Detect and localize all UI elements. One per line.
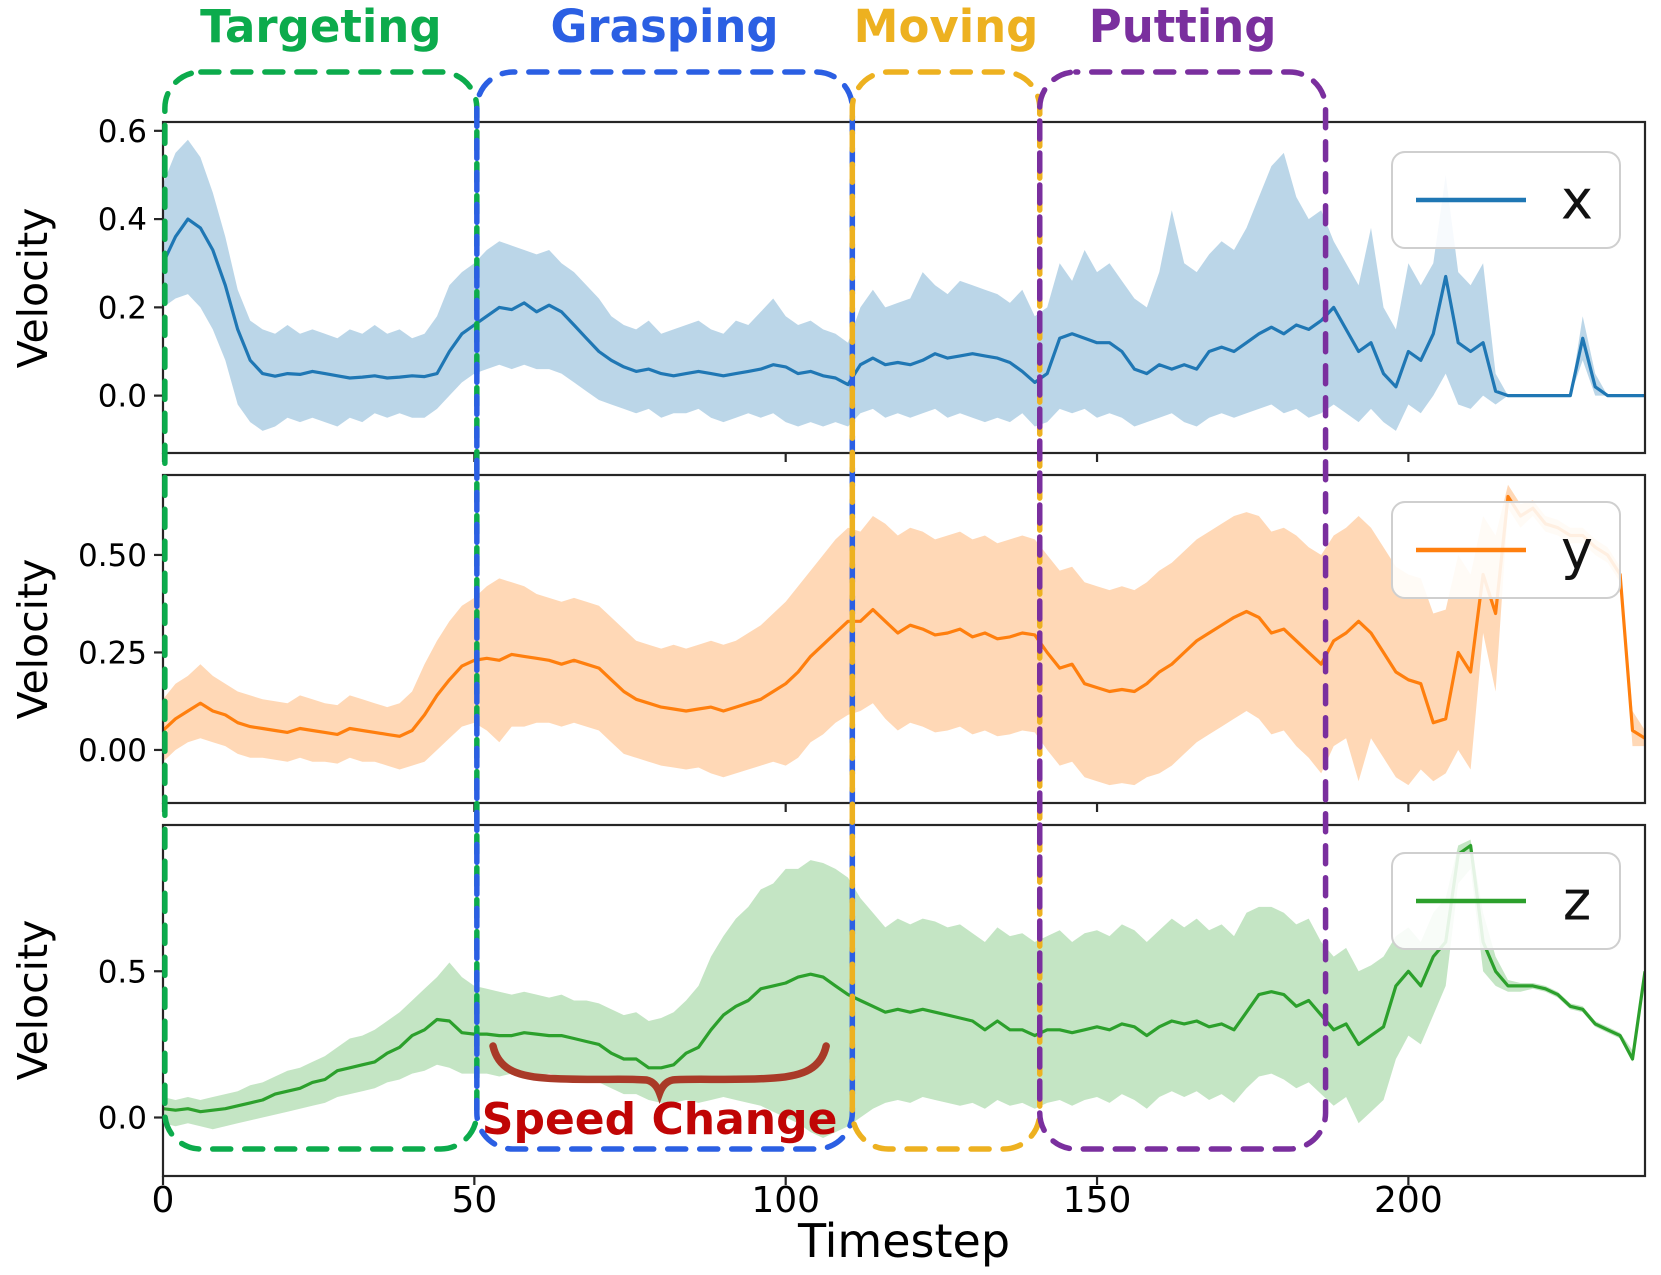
y-tick-label: 0.25 — [78, 635, 147, 671]
legend-label-z: z — [1562, 869, 1592, 933]
x-tick-label: 150 — [1063, 1180, 1132, 1221]
phase-label-moving: Moving — [853, 0, 1039, 53]
phase-label-putting: Putting — [1088, 0, 1277, 53]
z-velocity-band — [163, 839, 1645, 1138]
x-tick-label: 0 — [152, 1180, 175, 1221]
speed-change-annotation: Speed Change — [481, 1094, 838, 1145]
y-velocity-mean-line — [163, 494, 1645, 740]
y-axis-label-bottom: Velocity — [9, 919, 57, 1081]
x-axis-label: Timestep — [797, 1214, 1011, 1268]
y-tick-label: 0.5 — [98, 954, 147, 990]
legend-label-y: y — [1561, 518, 1593, 582]
phase-box-putting — [1036, 69, 1329, 1152]
x-velocity-mean-line — [163, 217, 1645, 398]
x-velocity-band — [163, 139, 1645, 431]
phase-box-targeting — [162, 69, 480, 1152]
x-tick-label: 50 — [451, 1180, 497, 1221]
y-axis-label-middle: Velocity — [9, 558, 57, 720]
legend-label-x: x — [1561, 168, 1593, 232]
x-tick-label: 100 — [751, 1180, 820, 1221]
y-tick-label: 0.4 — [98, 202, 147, 238]
x-velocity-plot-area — [163, 139, 1645, 431]
y-tick-label: 0.6 — [98, 114, 147, 150]
x-tick-label: 200 — [1374, 1180, 1443, 1221]
y-velocity-band — [163, 484, 1645, 786]
y-tick-label: 0.0 — [98, 1101, 147, 1137]
y-tick-label: 0.00 — [78, 733, 147, 769]
phase-label-grasping: Grasping — [550, 0, 779, 53]
z-velocity-plot-area — [163, 839, 1645, 1138]
speed-change-brace — [489, 1042, 830, 1104]
y-axis-label-top: Velocity — [9, 207, 57, 369]
y-tick-label: 0.0 — [98, 379, 147, 415]
y-tick-label: 0.50 — [78, 538, 147, 574]
phase-label-targeting: Targeting — [200, 0, 442, 53]
z-velocity-mean-line — [163, 843, 1645, 1114]
y-velocity-plot-area — [163, 484, 1645, 786]
y-tick-label: 0.2 — [98, 290, 147, 326]
